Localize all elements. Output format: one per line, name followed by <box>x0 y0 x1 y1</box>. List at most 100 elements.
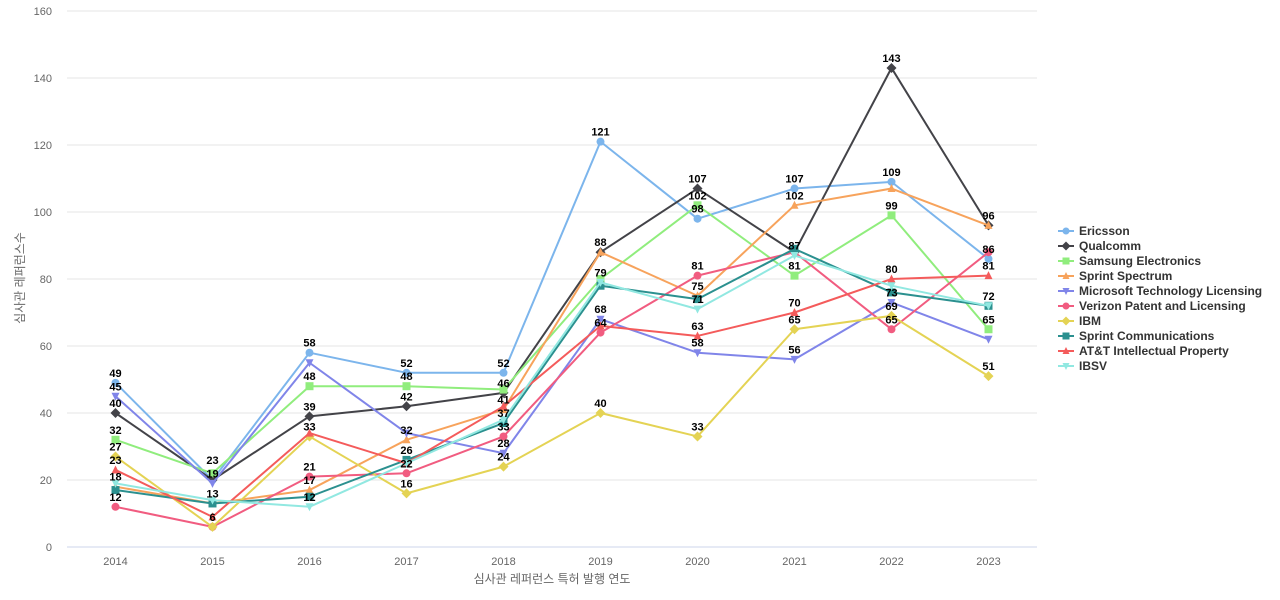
data-label: 86 <box>982 244 994 256</box>
legend-item[interactable]: Ericsson <box>1058 224 1130 238</box>
data-point <box>886 62 897 73</box>
series-2 <box>111 201 993 478</box>
x-tick-label: 2020 <box>685 556 709 568</box>
data-point <box>984 220 993 229</box>
data-label: 42 <box>400 391 412 403</box>
data-point <box>305 382 314 391</box>
data-label: 12 <box>303 492 315 504</box>
series-line <box>115 274 989 518</box>
data-point <box>401 488 412 499</box>
data-label: 18 <box>109 472 121 484</box>
series-line <box>114 140 990 481</box>
legend-symbol <box>1062 302 1070 310</box>
x-tick-label: 2015 <box>200 556 224 568</box>
legend-item[interactable]: Sprint Spectrum <box>1058 269 1172 283</box>
series-9 <box>111 252 993 512</box>
data-label: 39 <box>303 401 315 413</box>
data-label: 26 <box>400 445 412 457</box>
data-label: 33 <box>303 421 315 433</box>
data-label: 6 <box>209 512 215 524</box>
data-label: 49 <box>109 368 121 380</box>
data-label: 27 <box>109 442 121 454</box>
data-point <box>111 502 120 511</box>
data-point <box>984 271 993 280</box>
data-label: 21 <box>303 462 315 474</box>
data-label: 46 <box>497 378 509 390</box>
data-point <box>596 321 605 330</box>
data-point <box>790 308 799 316</box>
data-label: 24 <box>497 452 510 464</box>
data-label: 52 <box>400 358 412 370</box>
series-line <box>115 247 989 505</box>
data-label: 52 <box>497 358 509 370</box>
data-point <box>693 214 702 223</box>
data-label: 75 <box>691 281 703 293</box>
series-line <box>114 66 990 481</box>
series-1 <box>110 62 994 485</box>
data-point <box>402 459 411 468</box>
y-tick-label: 140 <box>34 73 52 85</box>
legend-symbol <box>1062 332 1070 340</box>
data-point <box>402 469 411 478</box>
data-point <box>693 201 702 210</box>
legend-item[interactable]: AT&T Intellectual Property <box>1058 344 1229 358</box>
data-point <box>887 325 896 334</box>
data-point <box>208 479 217 488</box>
legend-label: AT&T Intellectual Property <box>1079 344 1229 358</box>
data-label: 32 <box>400 425 412 437</box>
legend-symbol <box>1061 241 1071 251</box>
series-lines <box>110 62 994 532</box>
legend-item[interactable]: Microsoft Technology Licensing <box>1058 284 1262 298</box>
series-8 <box>111 271 993 521</box>
data-label: 143 <box>882 53 900 65</box>
series-0 <box>111 137 993 484</box>
data-point <box>402 435 411 444</box>
data-label: 88 <box>594 237 606 249</box>
series-line <box>115 204 990 475</box>
legend-item[interactable]: Samsung Electronics <box>1058 254 1201 268</box>
legend-item[interactable]: Sprint Communications <box>1058 329 1215 343</box>
data-label: 87 <box>788 241 800 253</box>
data-label: 65 <box>982 314 994 326</box>
data-point <box>693 271 702 280</box>
x-tick-label: 2023 <box>976 556 1000 568</box>
data-point <box>305 472 314 481</box>
data-point <box>402 429 411 438</box>
x-tick-label: 2021 <box>782 556 806 568</box>
data-label: 23 <box>206 455 218 467</box>
data-label: 73 <box>885 287 897 299</box>
legend-item[interactable]: Qualcomm <box>1058 239 1141 253</box>
data-point <box>499 432 508 441</box>
data-point <box>790 184 799 193</box>
data-point <box>693 331 702 340</box>
series-line <box>114 314 990 528</box>
data-point <box>789 324 800 335</box>
legend-item[interactable]: IBSV <box>1058 359 1107 373</box>
data-point <box>305 485 314 494</box>
legend-label: Sprint Communications <box>1079 329 1215 343</box>
data-label: 107 <box>688 174 706 186</box>
data-point <box>984 302 993 311</box>
data-point <box>110 408 121 418</box>
legend-item[interactable]: IBM <box>1058 314 1101 328</box>
legend-symbol <box>1062 227 1070 235</box>
data-label: 80 <box>885 264 897 276</box>
data-point <box>596 278 605 287</box>
legend-symbol <box>1061 316 1071 326</box>
data-point <box>499 385 508 394</box>
data-point <box>887 298 896 307</box>
data-point <box>984 325 993 334</box>
legend-item[interactable]: Verizon Patent and Licensing <box>1058 299 1246 313</box>
data-point <box>887 184 896 193</box>
data-point <box>208 469 217 478</box>
data-label: 81 <box>982 261 994 273</box>
data-label: 41 <box>497 395 509 407</box>
data-point <box>596 137 605 146</box>
data-label: 13 <box>206 488 218 500</box>
x-tick-label: 2017 <box>394 556 418 568</box>
data-point <box>305 503 314 512</box>
x-tick-label: 2014 <box>103 556 127 568</box>
data-label: 56 <box>788 344 800 356</box>
